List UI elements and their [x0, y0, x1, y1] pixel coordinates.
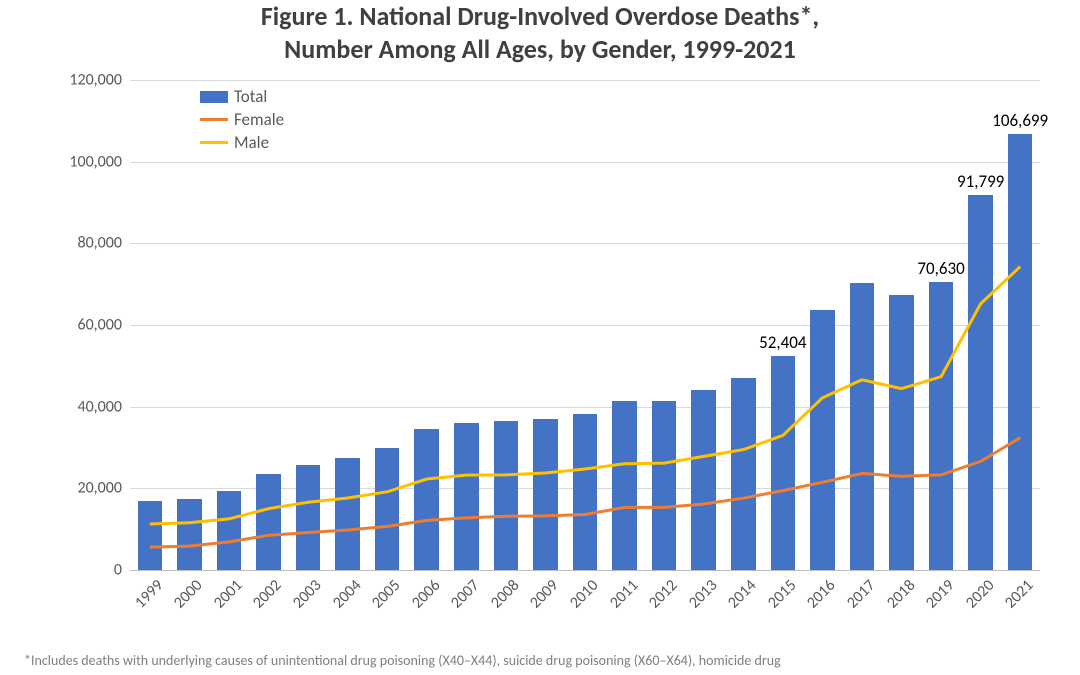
legend-label: Male [234, 132, 269, 153]
legend-swatch-line [200, 141, 228, 144]
legend-item: Female [200, 109, 284, 130]
legend-item: Total [200, 86, 284, 107]
chart-title-line1: Figure 1. National Drug-Involved Overdos… [40, 0, 1040, 33]
bar-data-label: 106,699 [992, 110, 1048, 131]
x-axis-tick-label: 2019 [922, 576, 958, 612]
y-axis-tick-label: 60,000 [77, 316, 130, 335]
legend-label: Total [234, 86, 267, 107]
x-axis-tick-label: 2012 [645, 576, 681, 612]
y-axis-tick-label: 120,000 [69, 71, 130, 90]
footnote: *Includes deaths with underlying causes … [0, 652, 1080, 669]
line-series-male [150, 267, 1020, 524]
x-axis-tick-label: 2015 [764, 576, 800, 612]
x-axis-tick-label: 2017 [843, 576, 879, 612]
chart-title: Figure 1. National Drug-Involved Overdos… [0, 0, 1080, 75]
x-axis-tick-label: 2000 [170, 576, 206, 612]
x-axis-tick-label: 2006 [408, 576, 444, 612]
x-axis-tick-label: 2013 [685, 576, 721, 612]
legend-swatch-line [200, 118, 228, 121]
x-axis-tick-label: 2020 [962, 576, 998, 612]
x-axis-tick-label: 2002 [250, 576, 286, 612]
bar-data-label: 91,799 [957, 171, 1004, 192]
x-axis-tick-label: 2009 [526, 576, 562, 612]
bar-data-label: 52,404 [759, 332, 806, 353]
y-axis-tick-label: 40,000 [77, 397, 130, 416]
x-axis-tick-label: 2008 [487, 576, 523, 612]
x-axis-tick-label: 2005 [368, 576, 404, 612]
x-axis-tick-label: 2003 [289, 576, 325, 612]
x-axis-tick-label: 2004 [329, 576, 365, 612]
y-axis-tick-label: 100,000 [69, 152, 130, 171]
x-axis-tick-label: 2011 [606, 576, 642, 612]
legend: TotalFemaleMale [200, 86, 284, 153]
legend-item: Male [200, 132, 284, 153]
gridline [130, 570, 1040, 571]
legend-swatch-bar [200, 91, 228, 103]
chart-title-line2: Number Among All Ages, by Gender, 1999-2… [40, 33, 1040, 66]
x-axis-tick-label: 2001 [210, 576, 246, 612]
legend-label: Female [234, 109, 284, 130]
x-axis-tick-label: 1999 [131, 576, 167, 612]
x-axis-tick-label: 2014 [724, 576, 760, 612]
line-series-female [150, 438, 1020, 547]
plot-area: 020,00040,00060,00080,000100,000120,0001… [130, 80, 1040, 570]
y-axis-tick-label: 0 [114, 561, 130, 580]
y-axis-tick-label: 20,000 [77, 479, 130, 498]
bar-data-label: 70,630 [917, 258, 964, 279]
line-series-layer [130, 80, 1040, 570]
x-axis-tick-label: 2018 [883, 576, 919, 612]
x-axis-tick-label: 2016 [803, 576, 839, 612]
x-axis-tick-label: 2021 [1001, 576, 1037, 612]
x-axis-tick-label: 2007 [447, 576, 483, 612]
chart-container: Figure 1. National Drug-Involved Overdos… [0, 0, 1080, 675]
x-axis-tick-label: 2010 [566, 576, 602, 612]
y-axis-tick-label: 80,000 [77, 234, 130, 253]
